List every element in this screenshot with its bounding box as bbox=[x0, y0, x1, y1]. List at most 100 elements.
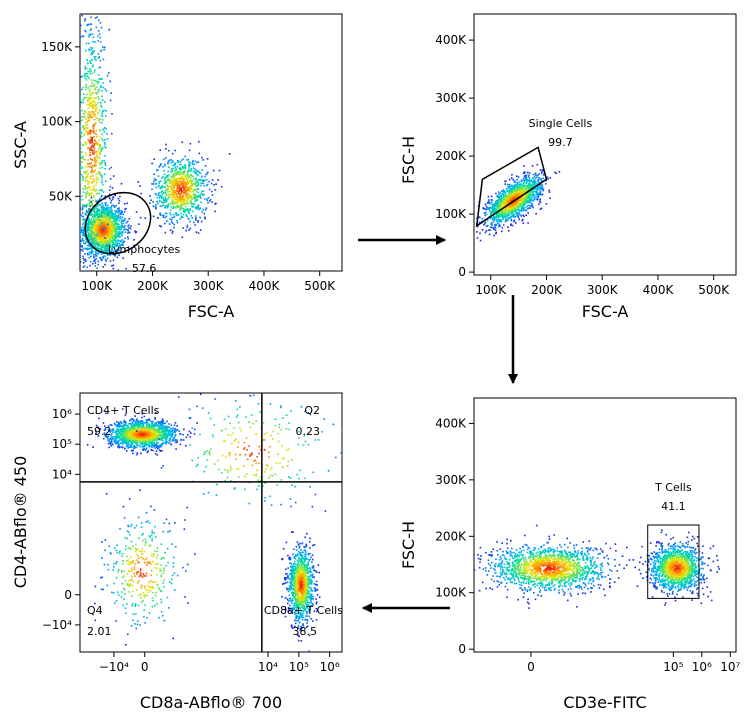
x-tick-label: 200K bbox=[531, 283, 563, 297]
scatter-point bbox=[159, 200, 161, 203]
scatter-point bbox=[153, 180, 155, 183]
scatter-point bbox=[97, 19, 100, 22]
scatter-point bbox=[497, 195, 499, 198]
scatter-point bbox=[197, 161, 200, 163]
scatter-point bbox=[490, 214, 492, 216]
scatter-point bbox=[202, 208, 204, 211]
scatter-point bbox=[107, 10, 109, 12]
scatter-point bbox=[169, 202, 172, 205]
scatter-point bbox=[80, 132, 83, 134]
scatter-point bbox=[105, 217, 108, 219]
scatter-point bbox=[98, 129, 101, 131]
scatter-point bbox=[491, 199, 494, 201]
scatter-point bbox=[93, 50, 95, 52]
scatter-point bbox=[101, 166, 104, 169]
scatter-point bbox=[170, 213, 172, 216]
scatter-point bbox=[101, 95, 103, 98]
scatter-point bbox=[123, 203, 126, 205]
scatter-point bbox=[182, 216, 184, 218]
scatter-point bbox=[91, 149, 93, 152]
scatter-point bbox=[97, 224, 100, 226]
scatter-point bbox=[95, 59, 97, 62]
scatter-point bbox=[199, 216, 201, 219]
scatter-point bbox=[106, 204, 109, 207]
scatter-point bbox=[91, 59, 93, 61]
y-axis-label-2: FSC-H bbox=[399, 136, 418, 184]
scatter-point bbox=[533, 197, 536, 199]
scatter-point bbox=[73, 145, 75, 147]
scatter-point bbox=[90, 234, 92, 237]
scatter-point bbox=[88, 256, 90, 259]
scatter-point bbox=[186, 189, 188, 191]
scatter-point bbox=[99, 245, 102, 247]
scatter-point bbox=[195, 169, 198, 172]
scatter-point bbox=[122, 220, 124, 222]
scatter-point bbox=[526, 207, 529, 210]
scatter-point bbox=[107, 229, 109, 231]
scatter-point bbox=[152, 201, 154, 203]
scatter-point bbox=[532, 186, 534, 188]
scatter-point bbox=[491, 208, 494, 210]
scatter-point bbox=[105, 220, 107, 223]
scatter-point bbox=[197, 188, 200, 191]
scatter-point bbox=[180, 196, 183, 198]
scatter-point bbox=[523, 202, 525, 205]
scatter-point bbox=[508, 566, 511, 568]
scatter-point bbox=[187, 211, 190, 214]
scatter-point bbox=[98, 81, 100, 83]
scatter-point bbox=[483, 224, 485, 226]
scatter-point bbox=[101, 133, 103, 136]
scatter-point bbox=[99, 164, 102, 166]
scatter-point bbox=[74, 159, 76, 161]
scatter-point bbox=[546, 176, 549, 179]
scatter-point bbox=[198, 152, 201, 155]
scatter-point bbox=[106, 257, 109, 260]
scatter-point bbox=[517, 189, 519, 191]
y-tick-label: 400K bbox=[435, 33, 467, 47]
scatter-point bbox=[80, 180, 81, 182]
scatter-point bbox=[84, 243, 87, 245]
scatter-point bbox=[522, 209, 524, 212]
scatter-point bbox=[73, 142, 75, 144]
scatter-point bbox=[163, 198, 166, 201]
scatter-point bbox=[525, 214, 527, 216]
scatter-point bbox=[177, 200, 179, 203]
scatter-point bbox=[87, 172, 89, 175]
scatter-point bbox=[199, 195, 202, 198]
scatter-point bbox=[95, 141, 97, 144]
scatter-point bbox=[100, 196, 102, 198]
scatter-point bbox=[583, 578, 586, 581]
scatter-point bbox=[509, 199, 511, 201]
scatter-point bbox=[87, 199, 90, 202]
scatter-point bbox=[90, 162, 92, 164]
scatter-point bbox=[70, 75, 72, 77]
scatter-point bbox=[484, 214, 486, 217]
scatter-point bbox=[115, 221, 117, 223]
scatter-point bbox=[178, 167, 180, 169]
scatter-point bbox=[201, 182, 204, 184]
scatter-point bbox=[508, 183, 511, 186]
scatter-point bbox=[503, 200, 506, 202]
scatter-point bbox=[101, 211, 104, 214]
scatter-point bbox=[70, 206, 72, 208]
scatter-point bbox=[84, 222, 86, 224]
scatter-point bbox=[90, 85, 93, 87]
scatter-point bbox=[95, 201, 98, 203]
scatter-point bbox=[103, 215, 105, 217]
scatter-point bbox=[95, 116, 97, 119]
plot-frame-1 bbox=[79, 13, 343, 272]
scatter-point bbox=[97, 141, 99, 144]
scatter-point bbox=[80, 157, 83, 159]
scatter-point bbox=[183, 173, 185, 176]
scatter-point bbox=[84, 180, 87, 182]
scatter-point bbox=[105, 208, 107, 210]
scatter-point bbox=[75, 232, 77, 234]
scatter-point bbox=[173, 190, 175, 192]
scatter-point bbox=[111, 211, 113, 213]
scatter-point bbox=[93, 229, 96, 232]
scatter-point bbox=[537, 196, 539, 199]
scatter-point bbox=[103, 250, 105, 252]
scatter-point bbox=[521, 200, 524, 202]
scatter-point bbox=[78, 213, 80, 215]
scatter-point bbox=[173, 184, 175, 186]
